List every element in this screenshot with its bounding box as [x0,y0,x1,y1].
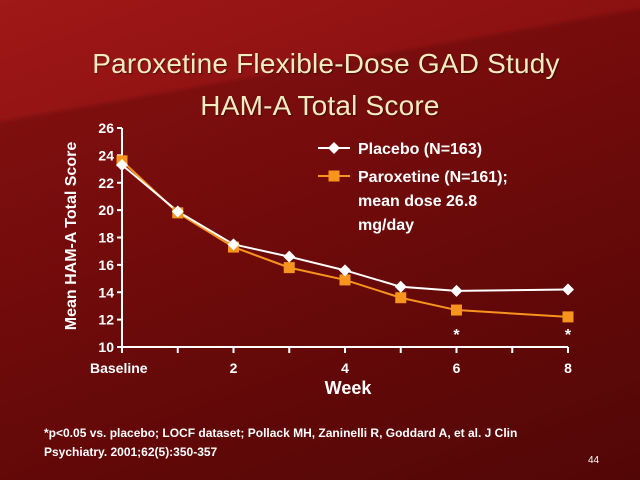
slide-subtitle: HAM-A Total Score [200,90,440,121]
data-point-paroxetine [562,311,574,323]
series-line-paroxetine [121,160,569,318]
data-point-placebo [339,264,351,277]
data-point-paroxetine [283,262,295,274]
chart-annotations: * * [453,327,572,344]
data-point-placebo [283,250,296,263]
legend-marker-paroxetine [328,170,340,182]
x-tick-label: 2 [230,360,238,376]
y-tick-label: 18 [98,230,114,246]
y-tick-label: 14 [98,284,114,300]
legend-label-paroxetine: Paroxetine (N=161); [358,169,508,186]
data-point-paroxetine [339,274,351,286]
footnote-line-1: *p<0.05 vs. placebo; LOCF dataset; Polla… [44,426,518,440]
legend-label-paroxetine: mg/day [358,217,414,234]
series-line-placebo [121,164,569,292]
y-tick-label: 10 [98,339,114,355]
significance-marker: * [453,327,460,344]
y-tick-label: 20 [98,202,114,218]
data-point-placebo [450,284,463,297]
x-tick-label: 4 [341,360,349,376]
data-point-placebo [227,238,240,251]
legend-marker-placebo [328,142,340,154]
footnote-line-2: Psychiatry. 2001;62(5):350-357 [44,445,218,459]
y-tick-label: 24 [98,147,114,163]
x-axis-label: Week [324,378,372,398]
data-point-placebo [116,158,128,171]
y-tick-label: 22 [98,175,114,191]
legend-label-placebo: Placebo (N=163) [358,141,482,158]
y-tick-label: 12 [98,312,114,328]
footnote: *p<0.05 vs. placebo; LOCF dataset; Polla… [44,424,604,462]
x-tick-label: 8 [564,360,572,376]
y-tick-label: 26 [98,120,114,136]
chart-series [116,155,574,323]
data-point-paroxetine [395,292,407,304]
x-tick-label: 6 [453,360,461,376]
data-point-placebo [394,280,407,293]
legend-label-paroxetine: mean dose 26.8 [358,193,477,210]
chart-legend: Placebo (N=163) Paroxetine (N=161); mean d… [318,141,508,234]
significance-marker: * [565,327,572,344]
data-point-placebo [562,283,574,296]
slide-title: Paroxetine Flexible-Dose GAD Study [92,48,560,79]
y-axis-label: Mean HAM-A Total Score [63,141,80,331]
x-tick-label: Baseline [90,360,148,376]
page-number: 44 [588,455,600,466]
data-point-paroxetine [451,304,462,316]
y-tick-label: 16 [98,257,114,273]
data-point-placebo [171,205,184,218]
